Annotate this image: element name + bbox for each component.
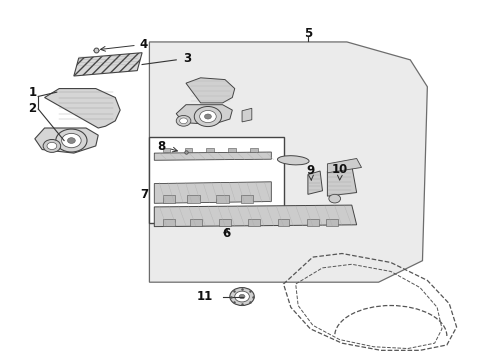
Circle shape (199, 111, 216, 123)
Polygon shape (149, 42, 427, 282)
Text: 2: 2 (28, 103, 37, 116)
Text: 1: 1 (28, 86, 37, 99)
Polygon shape (74, 53, 142, 76)
Bar (219, 220, 230, 226)
Bar (149, 137, 283, 223)
Circle shape (194, 107, 221, 127)
Circle shape (204, 114, 211, 119)
Circle shape (179, 118, 187, 124)
Text: 7: 7 (140, 188, 148, 201)
Polygon shape (154, 182, 271, 203)
Circle shape (61, 134, 81, 148)
Text: 4: 4 (101, 38, 147, 51)
Bar (216, 195, 228, 203)
Text: 11: 11 (196, 290, 212, 303)
Bar (228, 148, 236, 152)
Text: 8: 8 (157, 140, 177, 153)
Circle shape (229, 288, 254, 306)
Circle shape (67, 138, 75, 143)
Polygon shape (44, 89, 120, 128)
Polygon shape (35, 128, 98, 153)
Polygon shape (154, 152, 271, 160)
Polygon shape (176, 105, 232, 125)
Text: 3: 3 (183, 52, 191, 65)
Polygon shape (154, 205, 356, 226)
Polygon shape (242, 108, 251, 122)
Text: 9: 9 (306, 164, 314, 180)
Bar (184, 148, 192, 152)
Circle shape (239, 294, 244, 299)
Circle shape (43, 139, 61, 152)
Bar (326, 220, 337, 226)
Bar (240, 195, 253, 203)
Ellipse shape (277, 156, 308, 165)
Circle shape (328, 194, 340, 203)
Bar (162, 148, 170, 152)
Circle shape (176, 116, 190, 126)
Polygon shape (327, 166, 356, 196)
Circle shape (234, 291, 249, 302)
Bar (306, 220, 318, 226)
Text: 5: 5 (303, 27, 311, 40)
Circle shape (47, 142, 57, 149)
Bar (248, 220, 260, 226)
Bar (277, 220, 289, 226)
Polygon shape (327, 158, 361, 173)
Circle shape (56, 129, 87, 152)
Bar (189, 220, 201, 226)
Bar (206, 148, 214, 152)
Bar (163, 220, 174, 226)
Polygon shape (185, 78, 234, 103)
Bar (186, 195, 199, 203)
Text: 6: 6 (222, 227, 230, 240)
Bar (162, 195, 175, 203)
Bar (250, 148, 258, 152)
Polygon shape (307, 171, 322, 194)
Text: 10: 10 (331, 163, 347, 180)
